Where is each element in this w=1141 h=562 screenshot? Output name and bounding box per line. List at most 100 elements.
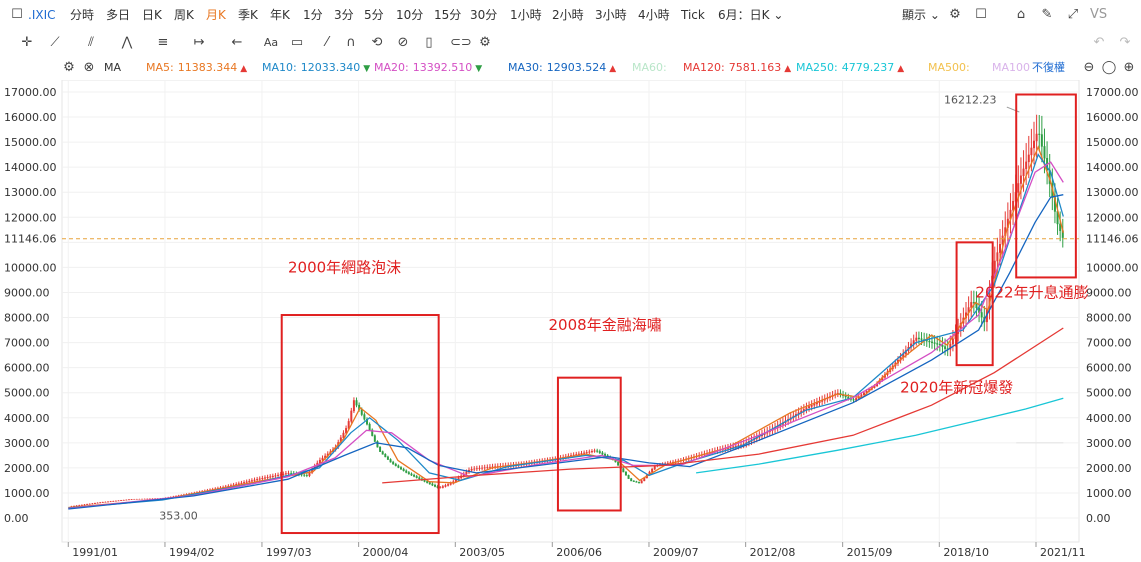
y-tick-left: 0.00 [4,512,29,525]
timeframe-12[interactable]: 30分 [470,8,498,22]
crosshair-icon[interactable]: ✛ [21,35,33,50]
price-chart[interactable]: 17000.00 17000.00 16000.00 16000.00 15000.00… [0,80,1141,562]
ma-item-4: MA60: [632,60,671,76]
plot-frame [61,80,1080,543]
timeframe-17[interactable]: Tick [681,8,705,22]
ma-arrow-icon: ▲ [897,64,905,74]
timeframe-13[interactable]: 1小時 [510,8,542,22]
y-tick-left: 17000.00 [4,86,57,99]
fullscreen-icon[interactable]: ⤢ [1067,7,1079,22]
arrow-left-icon[interactable]: ← [231,35,243,50]
ma-settings-icon[interactable]: ⚙ [63,60,75,75]
camera-icon[interactable]: ⌂ [1016,7,1026,22]
adjust-mode-label[interactable]: 不復權 [1032,61,1065,74]
zoom-out-icon[interactable]: ⊖ [1083,60,1095,75]
zoom-in-icon[interactable]: ⊕ [1123,60,1135,75]
annotation-box-1 [556,376,622,512]
high-label-leader [1006,106,1020,113]
ma-value: 7581.163 [728,61,782,74]
timeframe-11[interactable]: 15分 [434,8,462,22]
pattern-icon[interactable]: ⋀ [121,35,133,50]
y-tick-left: 1000.00 [4,487,50,500]
timeframe-16[interactable]: 4小時 [638,8,670,22]
timeframe-4[interactable]: 月K [206,8,226,22]
timeframe-10[interactable]: 10分 [396,8,424,22]
redo-icon[interactable]: ↷ [1119,35,1131,50]
x-tick-label: 2009/07 [653,546,699,559]
ma-label: MA100 [992,61,1031,74]
ma-line-ma250 [696,397,1064,474]
annotation-label-3: 2022年升息通膨 [975,283,1088,301]
timeframe-6[interactable]: 年K [270,8,290,22]
annotation-box-2 [955,241,994,367]
y-tick-right: 8000.00 [1086,312,1132,325]
text-tool-icon[interactable]: Aa [263,36,279,49]
fib-icon[interactable]: ≡ [157,35,169,50]
current-price-tag-left-bg [0,230,61,247]
x-tick-label: 2021/11 [1040,546,1086,559]
measure-icon[interactable]: ↦ [193,35,205,50]
ma-close-icon[interactable]: ⊗ [83,60,95,75]
ma-label: MA120: [683,61,725,74]
eraser-icon[interactable]: ⁄ [325,35,329,50]
channel-icon[interactable]: ⫽ [88,35,94,50]
toolbar-gear-icon[interactable]: ⚙ [479,35,491,50]
y-tick-right: 17000.00 [1086,86,1139,99]
ma-line-ma120 [382,327,1064,484]
compare-vs-button[interactable]: VS [1090,7,1108,22]
timeframe-15[interactable]: 3小時 [595,8,627,22]
undo-icon[interactable]: ↶ [1093,35,1105,50]
x-tick-label: 1997/03 [266,546,312,559]
timeframe-0[interactable]: 分時 [70,8,95,22]
y-tick-right: 9000.00 [1086,286,1132,299]
link-icon[interactable]: ⊂⊃ [450,35,472,50]
ma-line-ma20 [68,161,1064,510]
ma-item-7: MA500: [928,60,974,76]
y-tick-left: 8000.00 [4,312,50,325]
ma-label: MA60: [632,61,667,74]
ma-line-ma30 [68,194,1064,510]
timeframe-1[interactable]: 多日 [106,8,131,22]
symbol-square-icon[interactable]: ☐ [11,7,23,22]
x-tick-label: 1991/01 [72,546,118,559]
x-tick-label: 2006/06 [556,546,602,559]
ma-item-8: MA100 [992,60,1034,76]
display-menu[interactable]: 顯示 ⌄ [902,8,940,22]
timeframe-3[interactable]: 周K [174,8,194,22]
ma-item-2: MA20: 13392.510 ▼ [374,60,482,77]
color-square-icon[interactable]: ☐ [975,7,987,22]
timeframe-9[interactable]: 5分 [364,8,384,22]
ma-line-ma10 [68,153,1064,509]
ma-line-ma5 [68,145,1064,509]
ma-label: MA30: [508,61,543,74]
symbol-name[interactable]: .IXIC [28,8,56,22]
timeframe-18[interactable]: 6月：日K ⌄ [718,8,784,22]
current-price-tag-right-bg [1080,230,1141,247]
ma-item-5: MA120: 7581.163 ▲ [683,60,791,77]
settings-gear-icon[interactable]: ⚙ [949,7,961,22]
timeframe-14[interactable]: 2小時 [552,8,584,22]
timeframe-5[interactable]: 季K [238,8,258,22]
ma-label: MA10: [262,61,297,74]
sync-icon[interactable]: ⟲ [371,35,383,50]
trash-icon[interactable]: ▯ [425,35,433,50]
y-tick-right: 13000.00 [1086,186,1139,199]
annotation-label-0: 2000年網路泡沫 [288,258,401,276]
timeframe-8[interactable]: 3分 [334,8,354,22]
timeframe-7[interactable]: 1分 [303,8,323,22]
magnet-icon[interactable]: ∩ [346,35,356,50]
ma-item-0: MA5: 11383.344 ▲ [146,60,247,77]
ma-item-6: MA250: 4779.237 ▲ [796,60,904,77]
annotation-label-2: 2020年新冠爆發 [900,379,1013,397]
ma-label: MA500: [928,61,970,74]
hide-icon[interactable]: ⊘ [397,35,409,50]
x-tick-label: 2000/04 [363,546,409,559]
drawing-toolbar: ✛ ⟋ ⫽ ⋀ ≡ ↦ ← Aa ▭ ⁄ ∩ ⟲ ⊘ ▯ ⊂⊃ ⚙ ↶ ↷ [0,30,1141,57]
timeframe-2[interactable]: 日K [142,8,162,22]
trend-line-icon[interactable]: ⟋ [50,35,60,50]
reset-icon[interactable]: ◯ [1101,60,1117,75]
comment-icon[interactable]: ▭ [290,35,304,50]
y-tick-right: 4000.00 [1086,412,1132,425]
pencil-icon[interactable]: ✎ [1041,7,1053,22]
high-label: 16212.23 [944,93,997,106]
